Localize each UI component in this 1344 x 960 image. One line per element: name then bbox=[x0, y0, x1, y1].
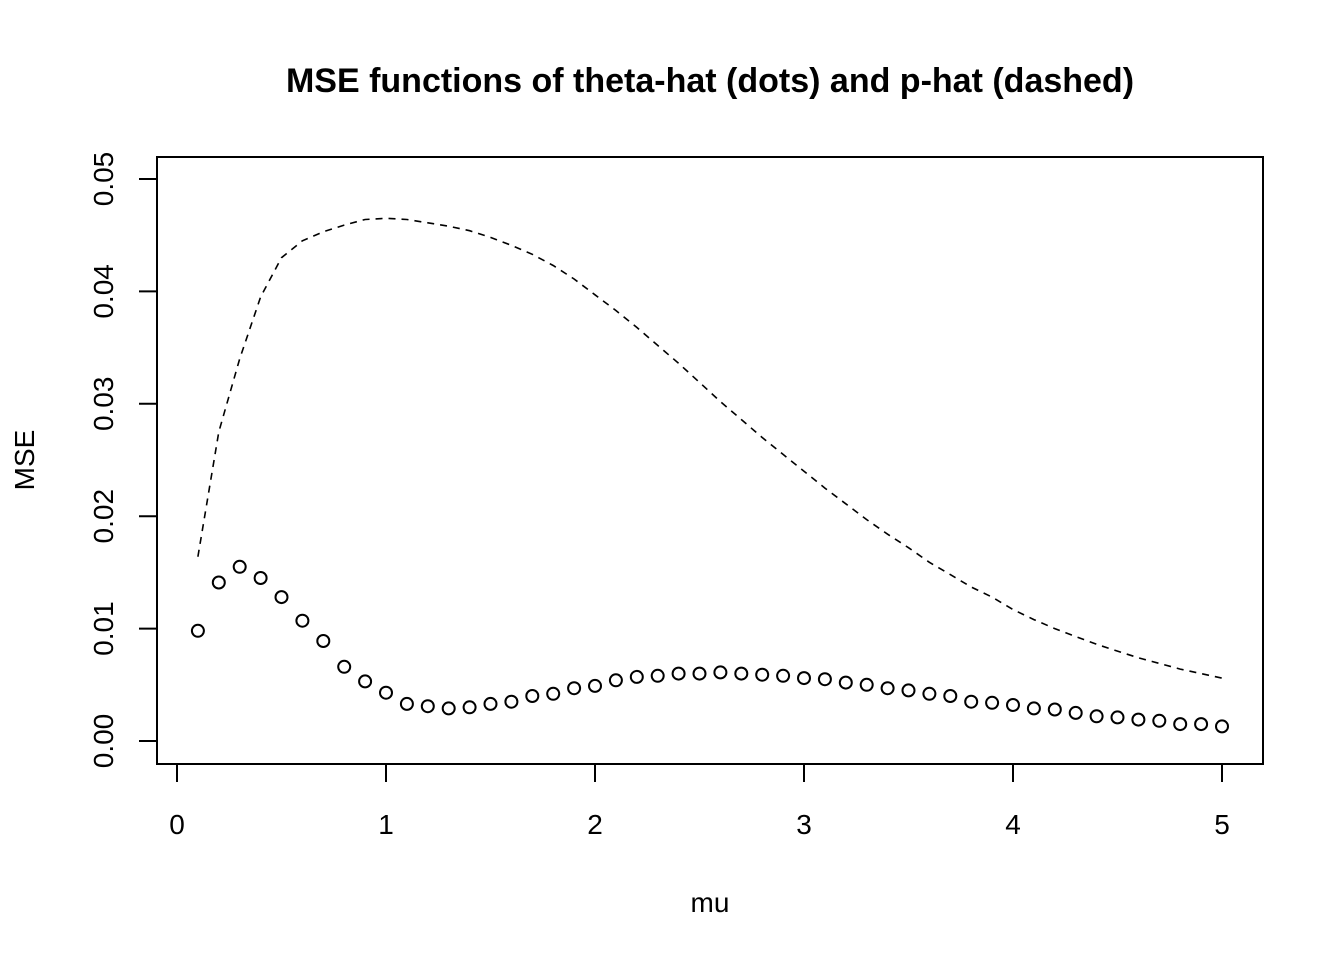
x-axis: 0 1 2 3 4 5 bbox=[169, 763, 1230, 840]
theta-hat-point bbox=[943, 689, 958, 703]
theta-hat-point bbox=[1068, 705, 1083, 720]
chart-title: MSE functions of theta-hat (dots) and p-… bbox=[286, 62, 1134, 100]
y-axis-label: MSE bbox=[9, 430, 40, 491]
theta-hat-point bbox=[1152, 713, 1167, 728]
theta-hat-point bbox=[504, 694, 519, 709]
theta-hat-point bbox=[838, 675, 853, 690]
theta-hat-point bbox=[776, 668, 791, 683]
theta-hat-point bbox=[399, 696, 414, 711]
theta-hat-point bbox=[692, 666, 707, 681]
theta-hat-point bbox=[337, 659, 352, 674]
y-axis: 0.00 0.01 0.02 0.03 0.04 0.05 bbox=[88, 152, 158, 769]
theta-hat-point bbox=[232, 559, 247, 574]
theta-hat-point bbox=[1026, 701, 1041, 716]
x-tick-label: 4 bbox=[1005, 809, 1021, 840]
theta-hat-point bbox=[1006, 698, 1020, 712]
plot-frame bbox=[156, 156, 1264, 765]
plot-area bbox=[190, 217, 1229, 734]
theta-hat-point bbox=[1194, 717, 1209, 732]
theta-hat-point bbox=[629, 669, 644, 684]
theta-hat-point bbox=[922, 686, 937, 701]
theta-hat-point bbox=[295, 613, 310, 628]
theta-hat-point bbox=[1110, 710, 1125, 725]
p-hat-dashed-line bbox=[197, 217, 1223, 679]
theta-hat-point bbox=[1215, 719, 1229, 734]
x-axis-label: mu bbox=[691, 887, 730, 918]
y-tick-label: 0.05 bbox=[88, 152, 119, 207]
y-tick-label: 0.03 bbox=[88, 377, 119, 432]
x-tick-label: 2 bbox=[587, 809, 603, 840]
theta-hat-point bbox=[546, 686, 561, 701]
theta-hat-point bbox=[379, 685, 393, 700]
theta-hat-point bbox=[650, 668, 665, 683]
theta-hat-point bbox=[588, 678, 602, 693]
theta-hat-point bbox=[817, 672, 832, 687]
theta-hat-point bbox=[608, 673, 623, 688]
theta-hat-point bbox=[190, 623, 205, 638]
theta-hat-point bbox=[713, 665, 728, 680]
theta-hat-point bbox=[1047, 702, 1062, 717]
y-tick-label: 0.04 bbox=[88, 264, 119, 319]
x-tick-label: 0 bbox=[169, 809, 185, 840]
x-tick-label: 5 bbox=[1214, 809, 1230, 840]
theta-hat-point bbox=[671, 666, 686, 681]
theta-hat-point bbox=[734, 666, 749, 681]
theta-hat-point bbox=[274, 590, 289, 605]
theta-hat-point bbox=[211, 575, 226, 590]
x-tick-label: 3 bbox=[796, 809, 812, 840]
theta-hat-point bbox=[985, 695, 1000, 710]
theta-hat-point bbox=[441, 701, 456, 716]
theta-hat-point bbox=[462, 700, 477, 715]
theta-hat-point bbox=[253, 571, 268, 585]
theta-hat-point bbox=[964, 694, 979, 709]
theta-hat-point bbox=[483, 696, 498, 711]
theta-hat-point bbox=[567, 681, 582, 696]
theta-hat-point bbox=[755, 667, 770, 682]
theta-hat-point bbox=[880, 681, 895, 696]
y-tick-label: 0.00 bbox=[88, 714, 119, 769]
theta-hat-point bbox=[420, 699, 435, 714]
theta-hat-point bbox=[1131, 712, 1146, 727]
theta-hat-point bbox=[1089, 709, 1104, 724]
theta-hat-point bbox=[358, 674, 373, 689]
theta-hat-point bbox=[525, 689, 540, 703]
theta-hat-point bbox=[797, 671, 811, 686]
theta-hat-point bbox=[859, 677, 874, 692]
x-tick-label: 1 bbox=[378, 809, 394, 840]
theta-hat-point bbox=[1173, 717, 1188, 732]
y-tick-label: 0.02 bbox=[88, 489, 119, 544]
theta-hat-point bbox=[901, 683, 916, 698]
y-tick-label: 0.01 bbox=[88, 601, 119, 656]
theta-hat-point bbox=[316, 634, 331, 648]
